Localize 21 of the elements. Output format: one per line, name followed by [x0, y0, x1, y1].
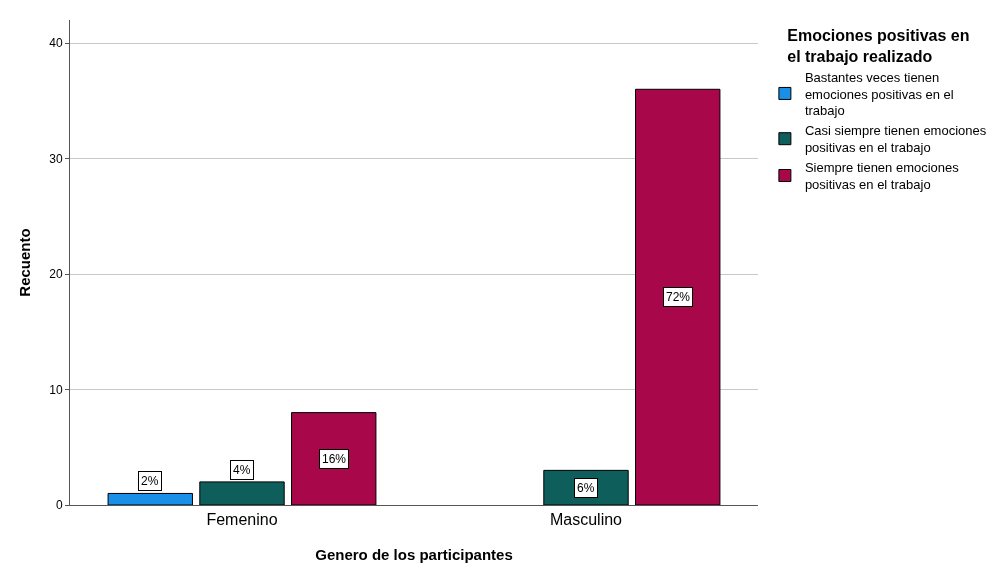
annotation: 4%	[233, 463, 251, 477]
bar	[107, 492, 193, 505]
y-tick-label: 20	[49, 267, 63, 282]
y-tick-label: 40	[49, 36, 63, 51]
x-tick-label: Masculino	[549, 511, 623, 529]
annotation: 16%	[322, 452, 347, 466]
bar	[291, 412, 377, 505]
annotation: 2%	[141, 474, 159, 488]
y-axis-title: Recuento	[16, 228, 33, 297]
y-tick-label: 10	[49, 382, 63, 397]
bar	[635, 88, 721, 505]
annotation: 6%	[577, 481, 595, 495]
y-tick-label: 0	[55, 498, 63, 513]
legend-label: Bastantes veces tienen emociones positivas en el trabajo	[804, 69, 954, 119]
legend-label: Casi siempre tienen emociones positivas en el trabajo	[804, 123, 987, 156]
y-tick-label: 30	[49, 151, 63, 166]
x-tick-label: Femenino	[206, 511, 278, 529]
annotation: 72%	[666, 290, 691, 304]
legend-label: Siempre tienen emociones positivas en el trabajo	[804, 160, 960, 193]
legend-title: Emociones positivas en el trabajo realizado	[787, 26, 970, 65]
x-axis-title: Genero de los participantes	[315, 546, 513, 563]
